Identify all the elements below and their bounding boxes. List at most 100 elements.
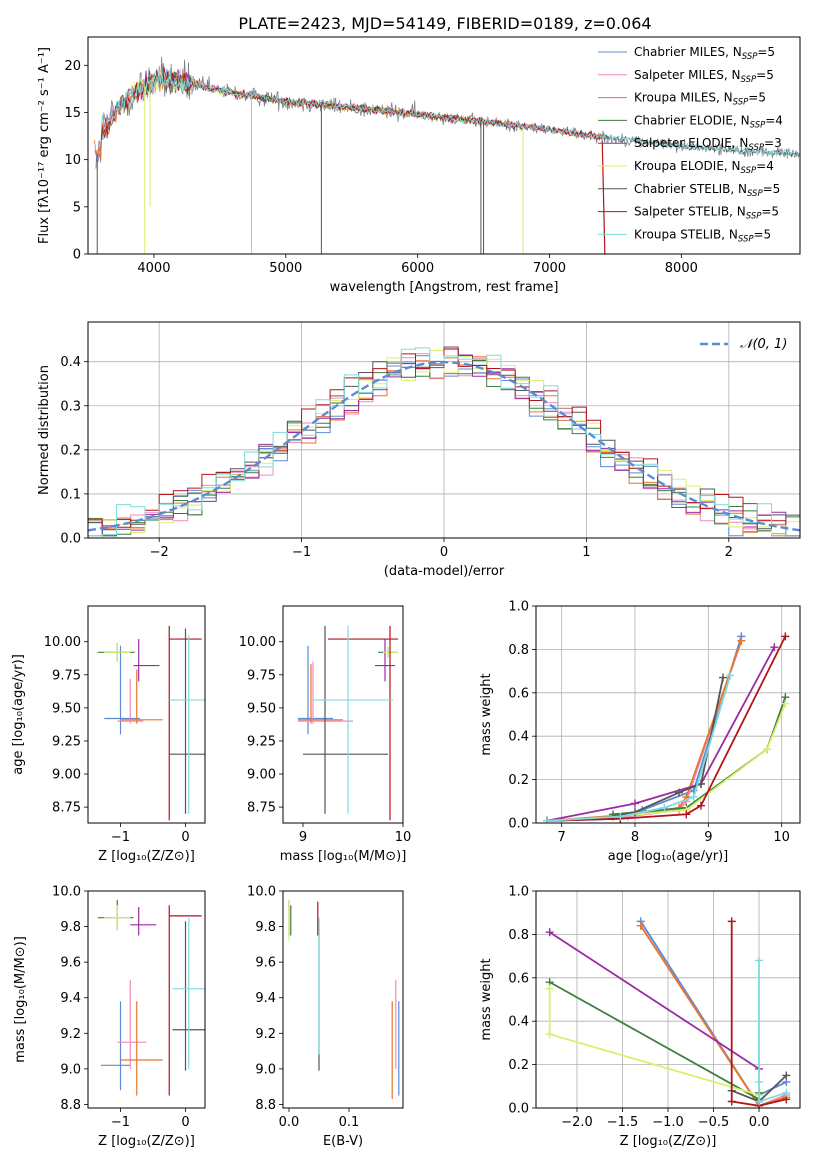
y-axis-label: mass weight [479, 958, 494, 1040]
plus-marker [689, 792, 698, 801]
y-tick-label: 9.0 [60, 1062, 81, 1077]
normal-curve [88, 360, 800, 532]
x-tick-label: 7000 [533, 261, 566, 276]
y-tick-label: 9.25 [52, 734, 81, 749]
mass-weight-line [612, 703, 787, 818]
x-tick-label: 6000 [401, 261, 434, 276]
x-tick-label: 0.0 [749, 1115, 770, 1130]
x-tick-label: −1 [111, 1115, 130, 1130]
plus-marker [631, 799, 639, 808]
x-tick-label: −1.0 [652, 1115, 684, 1130]
figure-title: PLATE=2423, MJD=54149, FIBERID=0189, z=0… [238, 14, 651, 33]
x-tick-label: 0.1 [339, 1115, 360, 1130]
y-tick-label: 1.0 [508, 600, 529, 615]
massweight_vs_Z-plot-area [545, 917, 791, 1108]
y-tick-label: 9.2 [60, 1027, 81, 1042]
x-tick-label: −0.5 [698, 1115, 730, 1130]
plus-marker [545, 1030, 554, 1039]
x-tick-label: 0 [181, 830, 189, 845]
mass-weight-line [549, 931, 760, 1070]
y-tick-label: 0.2 [508, 1058, 529, 1073]
residuals-plot-area [88, 346, 800, 537]
y-tick-label: 10.0 [247, 885, 276, 900]
massweight_vs_age-panel: 7 8 9 10 0.0 0.2 0.4 0.6 0.8 1.0 age [log₁₀(age/yr… [479, 600, 801, 864]
mass_vs_EBV-plot-area [288, 899, 400, 1100]
y-tick-label: 8.75 [52, 801, 81, 816]
x-tick-label: 9 [704, 830, 712, 845]
y-tick-label: 0.6 [508, 971, 529, 986]
x-tick-label: 1 [582, 545, 590, 560]
plus-marker [545, 984, 554, 993]
legend-entry: Kroupa ELODIE, NSSP=4 [634, 159, 774, 176]
x-tick-label: 9 [299, 830, 307, 845]
y-tick-label: 5 [73, 200, 81, 215]
y-axis-label: Normed distribution [37, 365, 52, 495]
y-tick-label: 9.8 [255, 920, 276, 935]
legend-entry: Kroupa MILES, NSSP=5 [634, 91, 766, 108]
y-axis-label: mass [log₁₀(M/M⊙)] [13, 936, 28, 1063]
x-axis-label: age [log₁₀(age/yr)] [608, 849, 729, 864]
mass-weight-line [546, 646, 776, 822]
y-tick-label: 0.2 [60, 443, 81, 458]
x-tick-label: 2 [725, 545, 733, 560]
y-tick-label: 0.8 [508, 928, 529, 943]
y-tick-label: 1.0 [508, 885, 529, 900]
x-axis-label: E(B-V) [323, 1134, 363, 1149]
legend: Chabrier MILES, NSSP=5 Salpeter MILES, NS… [598, 45, 783, 244]
axes-frame [87, 605, 206, 824]
spectrum-model-line [100, 69, 800, 158]
x-tick-label: 7 [558, 830, 566, 845]
axes-frame [87, 890, 206, 1109]
x-tick-label: −2 [150, 545, 169, 560]
legend-entry: Chabrier MILES, NSSP=5 [634, 45, 775, 62]
age_vs_mass-plot-area [298, 625, 398, 821]
x-tick-label: −2.0 [561, 1115, 593, 1130]
y-tick-label: 0.2 [508, 773, 529, 788]
mass-weight-line [548, 988, 760, 1106]
legend-entry: Salpeter STELIB, NSSP=5 [634, 205, 779, 222]
y-tick-label: 0.6 [508, 686, 529, 701]
plus-marker [755, 956, 764, 965]
y-tick-label: 0.3 [60, 399, 81, 414]
y-tick-label: 15 [64, 106, 81, 121]
y-tick-label: 9.00 [52, 768, 81, 783]
y-tick-label: 10.00 [44, 635, 81, 650]
y-tick-label: 9.0 [255, 1062, 276, 1077]
age_vs_Z-plot-area [97, 625, 205, 821]
y-tick-label: 8.8 [255, 1098, 276, 1113]
plus-marker [782, 1088, 791, 1097]
plus-marker [782, 1071, 791, 1080]
y-tick-label: 0.8 [508, 643, 529, 658]
x-axis-label: wavelength [Angstrom, rest frame] [330, 280, 559, 295]
x-tick-label: 10 [773, 830, 790, 845]
plus-marker [660, 803, 669, 812]
x-tick-label: −1 [292, 545, 311, 560]
plus-marker [737, 636, 746, 645]
residuals-panel: −2 −1 0 1 2 0.0 0.1 0.2 0.3 0.4 (data-model)/error… [37, 321, 801, 579]
legend-entry: Kroupa STELIB, NSSP=5 [634, 227, 771, 244]
legend-entry: 𝒩(0, 1) [740, 337, 787, 352]
y-tick-label: 0.4 [60, 355, 81, 370]
mass_vs_Z-plot-area [97, 899, 205, 1096]
axes-frame [87, 36, 801, 255]
plus-marker [763, 745, 771, 754]
x-tick-label: 0 [440, 545, 448, 560]
y-tick-label: 8.8 [60, 1098, 81, 1113]
plus-marker [616, 812, 625, 821]
plus-marker [755, 1097, 764, 1106]
x-tick-label: 0 [181, 1115, 189, 1130]
y-tick-label: 10 [64, 153, 81, 168]
plus-marker [727, 1097, 736, 1106]
x-tick-label: 10 [395, 830, 412, 845]
y-tick-label: 9.6 [60, 956, 81, 971]
x-tick-label: 8 [631, 830, 639, 845]
y-tick-label: 9.50 [247, 701, 276, 716]
x-axis-label: (data-model)/error [384, 564, 505, 579]
spectrum-cutoff-line [601, 140, 606, 254]
x-tick-label: 8000 [665, 261, 698, 276]
mass_vs_EBV-panel: 0.0 0.1 8.8 9.0 9.2 9.4 9.6 9.8 10.0 E(B-V) [247, 885, 404, 1149]
y-tick-label: 10.0 [52, 885, 81, 900]
x-tick-label: −1 [111, 830, 130, 845]
axes-frame [535, 605, 801, 824]
